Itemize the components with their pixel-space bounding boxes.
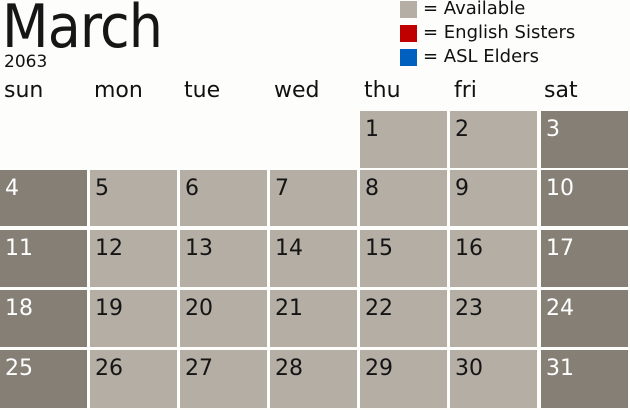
day-cell[interactable]: 28 — [270, 350, 357, 408]
day-number: 4 — [5, 176, 19, 201]
legend-label: = ASL Elders — [423, 46, 539, 67]
day-number: 14 — [275, 236, 303, 261]
legend-label: = Available — [423, 0, 526, 19]
english-sisters-swatch-icon — [400, 25, 417, 42]
day-number: 31 — [546, 356, 574, 381]
day-cell[interactable]: 19 — [90, 290, 177, 347]
day-cell[interactable]: 30 — [450, 350, 537, 408]
day-number: 11 — [5, 236, 33, 261]
day-cell[interactable]: 7 — [270, 170, 357, 226]
available-swatch-icon — [400, 1, 417, 18]
legend-label: = English Sisters — [423, 22, 576, 43]
day-number: 20 — [185, 296, 213, 321]
day-number: 27 — [185, 356, 213, 381]
day-number: 16 — [455, 236, 483, 261]
day-number: 3 — [546, 117, 560, 142]
day-number: 22 — [365, 296, 393, 321]
weekday-sat: sat — [544, 78, 578, 103]
legend-item-available: = Available — [400, 0, 630, 20]
weekday-wed: wed — [274, 78, 320, 103]
day-number: 2 — [455, 117, 469, 142]
day-number: 29 — [365, 356, 393, 381]
day-cell[interactable]: 13 — [180, 230, 267, 287]
month-title: March — [2, 0, 163, 62]
day-cell[interactable]: 11 — [0, 230, 87, 287]
day-cell[interactable]: 1 — [360, 111, 447, 168]
year-label: 2063 — [4, 52, 48, 72]
day-number: 12 — [95, 236, 123, 261]
day-number: 28 — [275, 356, 303, 381]
day-number: 6 — [185, 176, 199, 201]
day-cell[interactable]: 18 — [0, 290, 87, 347]
day-number: 30 — [455, 356, 483, 381]
day-cell[interactable]: 26 — [90, 350, 177, 408]
day-cell[interactable]: 6 — [180, 170, 267, 226]
day-cell[interactable]: 8 — [360, 170, 447, 226]
day-cell[interactable]: 14 — [270, 230, 357, 287]
day-cell[interactable]: 31 — [541, 350, 628, 408]
weekday-thu: thu — [364, 78, 401, 103]
weekday-tue: tue — [184, 78, 221, 103]
day-cell[interactable]: 27 — [180, 350, 267, 408]
weekday-mon: mon — [94, 78, 143, 103]
asl-elders-swatch-icon — [400, 49, 417, 66]
day-cell[interactable]: 5 — [90, 170, 177, 226]
day-cell[interactable]: 9 — [450, 170, 537, 226]
day-number: 17 — [546, 236, 574, 261]
day-cell[interactable]: 24 — [541, 290, 628, 347]
day-cell[interactable]: 16 — [450, 230, 537, 287]
day-number: 21 — [275, 296, 303, 321]
day-number: 25 — [5, 356, 33, 381]
day-cell[interactable]: 4 — [0, 170, 87, 226]
day-cell[interactable]: 10 — [541, 170, 628, 226]
day-cell[interactable]: 17 — [541, 230, 628, 287]
day-cell[interactable]: 23 — [450, 290, 537, 347]
weekday-sun: sun — [4, 78, 44, 103]
day-cell[interactable]: 25 — [0, 350, 87, 408]
day-number: 8 — [365, 176, 379, 201]
day-number: 15 — [365, 236, 393, 261]
day-number: 10 — [546, 176, 574, 201]
day-number: 19 — [95, 296, 123, 321]
day-number: 13 — [185, 236, 213, 261]
day-number: 9 — [455, 176, 469, 201]
day-cell[interactable]: 29 — [360, 350, 447, 408]
day-cell[interactable]: 2 — [450, 111, 537, 168]
day-number: 5 — [95, 176, 109, 201]
day-cell[interactable]: 21 — [270, 290, 357, 347]
day-number: 24 — [546, 296, 574, 321]
day-cell[interactable]: 3 — [541, 111, 628, 168]
legend-item-asl-elders: = ASL Elders — [400, 46, 630, 68]
day-cell[interactable]: 15 — [360, 230, 447, 287]
day-number: 7 — [275, 176, 289, 201]
day-number: 1 — [365, 117, 379, 142]
day-number: 18 — [5, 296, 33, 321]
day-number: 26 — [95, 356, 123, 381]
day-number: 23 — [455, 296, 483, 321]
day-cell[interactable]: 12 — [90, 230, 177, 287]
legend-item-english-sisters: = English Sisters — [400, 22, 630, 44]
day-cell[interactable]: 22 — [360, 290, 447, 347]
weekday-fri: fri — [454, 78, 477, 103]
day-cell[interactable]: 20 — [180, 290, 267, 347]
